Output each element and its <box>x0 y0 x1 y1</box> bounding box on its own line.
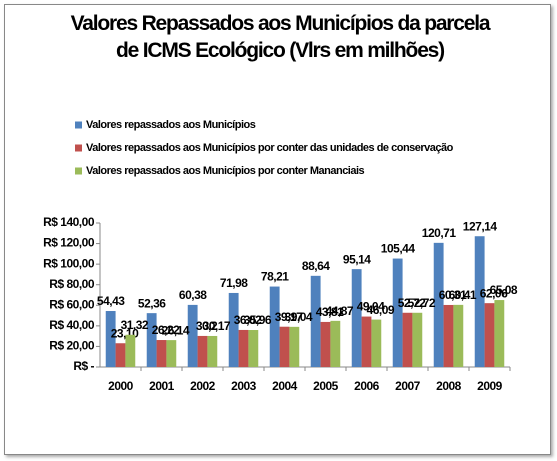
x-tick-label: 2005 <box>313 379 339 393</box>
x-tick-label: 2009 <box>477 379 503 393</box>
data-label: 49,04 <box>357 300 385 314</box>
x-tick-label: 2001 <box>149 379 175 393</box>
data-label: 62,06 <box>480 286 508 300</box>
bar <box>228 292 239 367</box>
y-tick-label: R$ 20,00 <box>49 339 95 353</box>
chart-title: Valores Repassados aos Municípios da par… <box>70 12 491 62</box>
bar <box>238 329 249 367</box>
data-label: 26,14 <box>162 323 190 337</box>
data-label: 35,96 <box>244 313 272 327</box>
y-tick-label: R$ 100,00 <box>43 256 95 270</box>
bar <box>474 236 485 367</box>
data-label: 120,71 <box>422 226 457 240</box>
x-tick-label: 2006 <box>354 379 380 393</box>
data-label: 52,36 <box>138 296 166 310</box>
bar <box>310 275 321 367</box>
data-label: 30,17 <box>203 319 231 333</box>
data-label: 46,09 <box>367 303 395 317</box>
legend-label: Valores repassados aos Municípios por co… <box>86 142 454 154</box>
bar <box>402 312 413 367</box>
bar <box>166 340 177 367</box>
data-label: 88,64 <box>302 259 330 273</box>
data-label: 78,21 <box>261 270 289 284</box>
bar <box>330 320 341 367</box>
y-tick-label: R$ 140,00 <box>43 215 95 229</box>
data-label: 43,81 <box>316 305 344 319</box>
data-label: 31,32 <box>121 318 149 332</box>
bar <box>289 326 300 367</box>
data-label: 54,43 <box>97 294 125 308</box>
bar <box>197 335 208 367</box>
bar <box>269 286 280 367</box>
x-tick-label: 2004 <box>272 379 298 393</box>
bar <box>361 316 372 367</box>
data-label: 60,38 <box>179 288 207 302</box>
y-tick-label: R$ 80,00 <box>49 277 95 291</box>
bar <box>207 335 218 367</box>
y-tick-label: R$ 120,00 <box>43 236 95 250</box>
data-label: 105,44 <box>381 242 416 256</box>
legend-swatch <box>75 121 82 129</box>
bar <box>484 303 495 367</box>
data-label: 71,98 <box>220 276 248 290</box>
legend-swatch <box>75 167 82 175</box>
data-label: 26,22 <box>152 323 180 337</box>
bar <box>146 313 157 367</box>
data-label: 52,72 <box>398 296 426 310</box>
data-label: 36,02 <box>234 313 262 327</box>
data-label: 30,2 <box>196 319 218 333</box>
x-tick-label: 2008 <box>436 379 462 393</box>
bar <box>494 300 505 367</box>
data-label: 39,04 <box>285 310 313 324</box>
chart-frame <box>4 4 551 455</box>
bar <box>105 311 116 367</box>
legend-swatch <box>75 144 82 152</box>
data-label: 65,08 <box>490 283 518 297</box>
data-label: 95,14 <box>343 252 371 266</box>
x-tick-label: 2007 <box>395 379 421 393</box>
x-tick-label: 2000 <box>108 379 134 393</box>
x-tick-label: 2003 <box>231 379 257 393</box>
bar <box>115 343 126 367</box>
data-label: 60,41 <box>449 288 477 302</box>
bar <box>248 330 259 367</box>
bar <box>320 321 331 367</box>
bar <box>392 258 403 367</box>
bar <box>433 242 444 367</box>
data-label: 44,87 <box>326 304 354 318</box>
y-tick-label: R$ 40,00 <box>49 318 95 332</box>
x-tick-label: 2002 <box>190 379 216 393</box>
bar <box>156 340 167 367</box>
bar <box>412 312 423 367</box>
y-tick-label: R$ 60,00 <box>49 297 95 311</box>
y-tick-label: R$ - <box>73 359 94 373</box>
bar <box>351 269 362 367</box>
bar <box>279 326 290 367</box>
data-label: 52,72 <box>408 296 436 310</box>
bar <box>187 304 198 367</box>
bar <box>371 319 382 367</box>
legend-label: Valores repassados aos Municípios <box>86 119 256 131</box>
bar <box>125 334 136 367</box>
bar <box>443 304 454 367</box>
bar <box>453 304 464 367</box>
data-label: 60,31 <box>439 288 467 302</box>
data-label: 127,14 <box>463 219 498 233</box>
data-label: 39,17 <box>275 310 303 324</box>
legend-label: Valores repassados aos Municípios por co… <box>86 165 365 177</box>
